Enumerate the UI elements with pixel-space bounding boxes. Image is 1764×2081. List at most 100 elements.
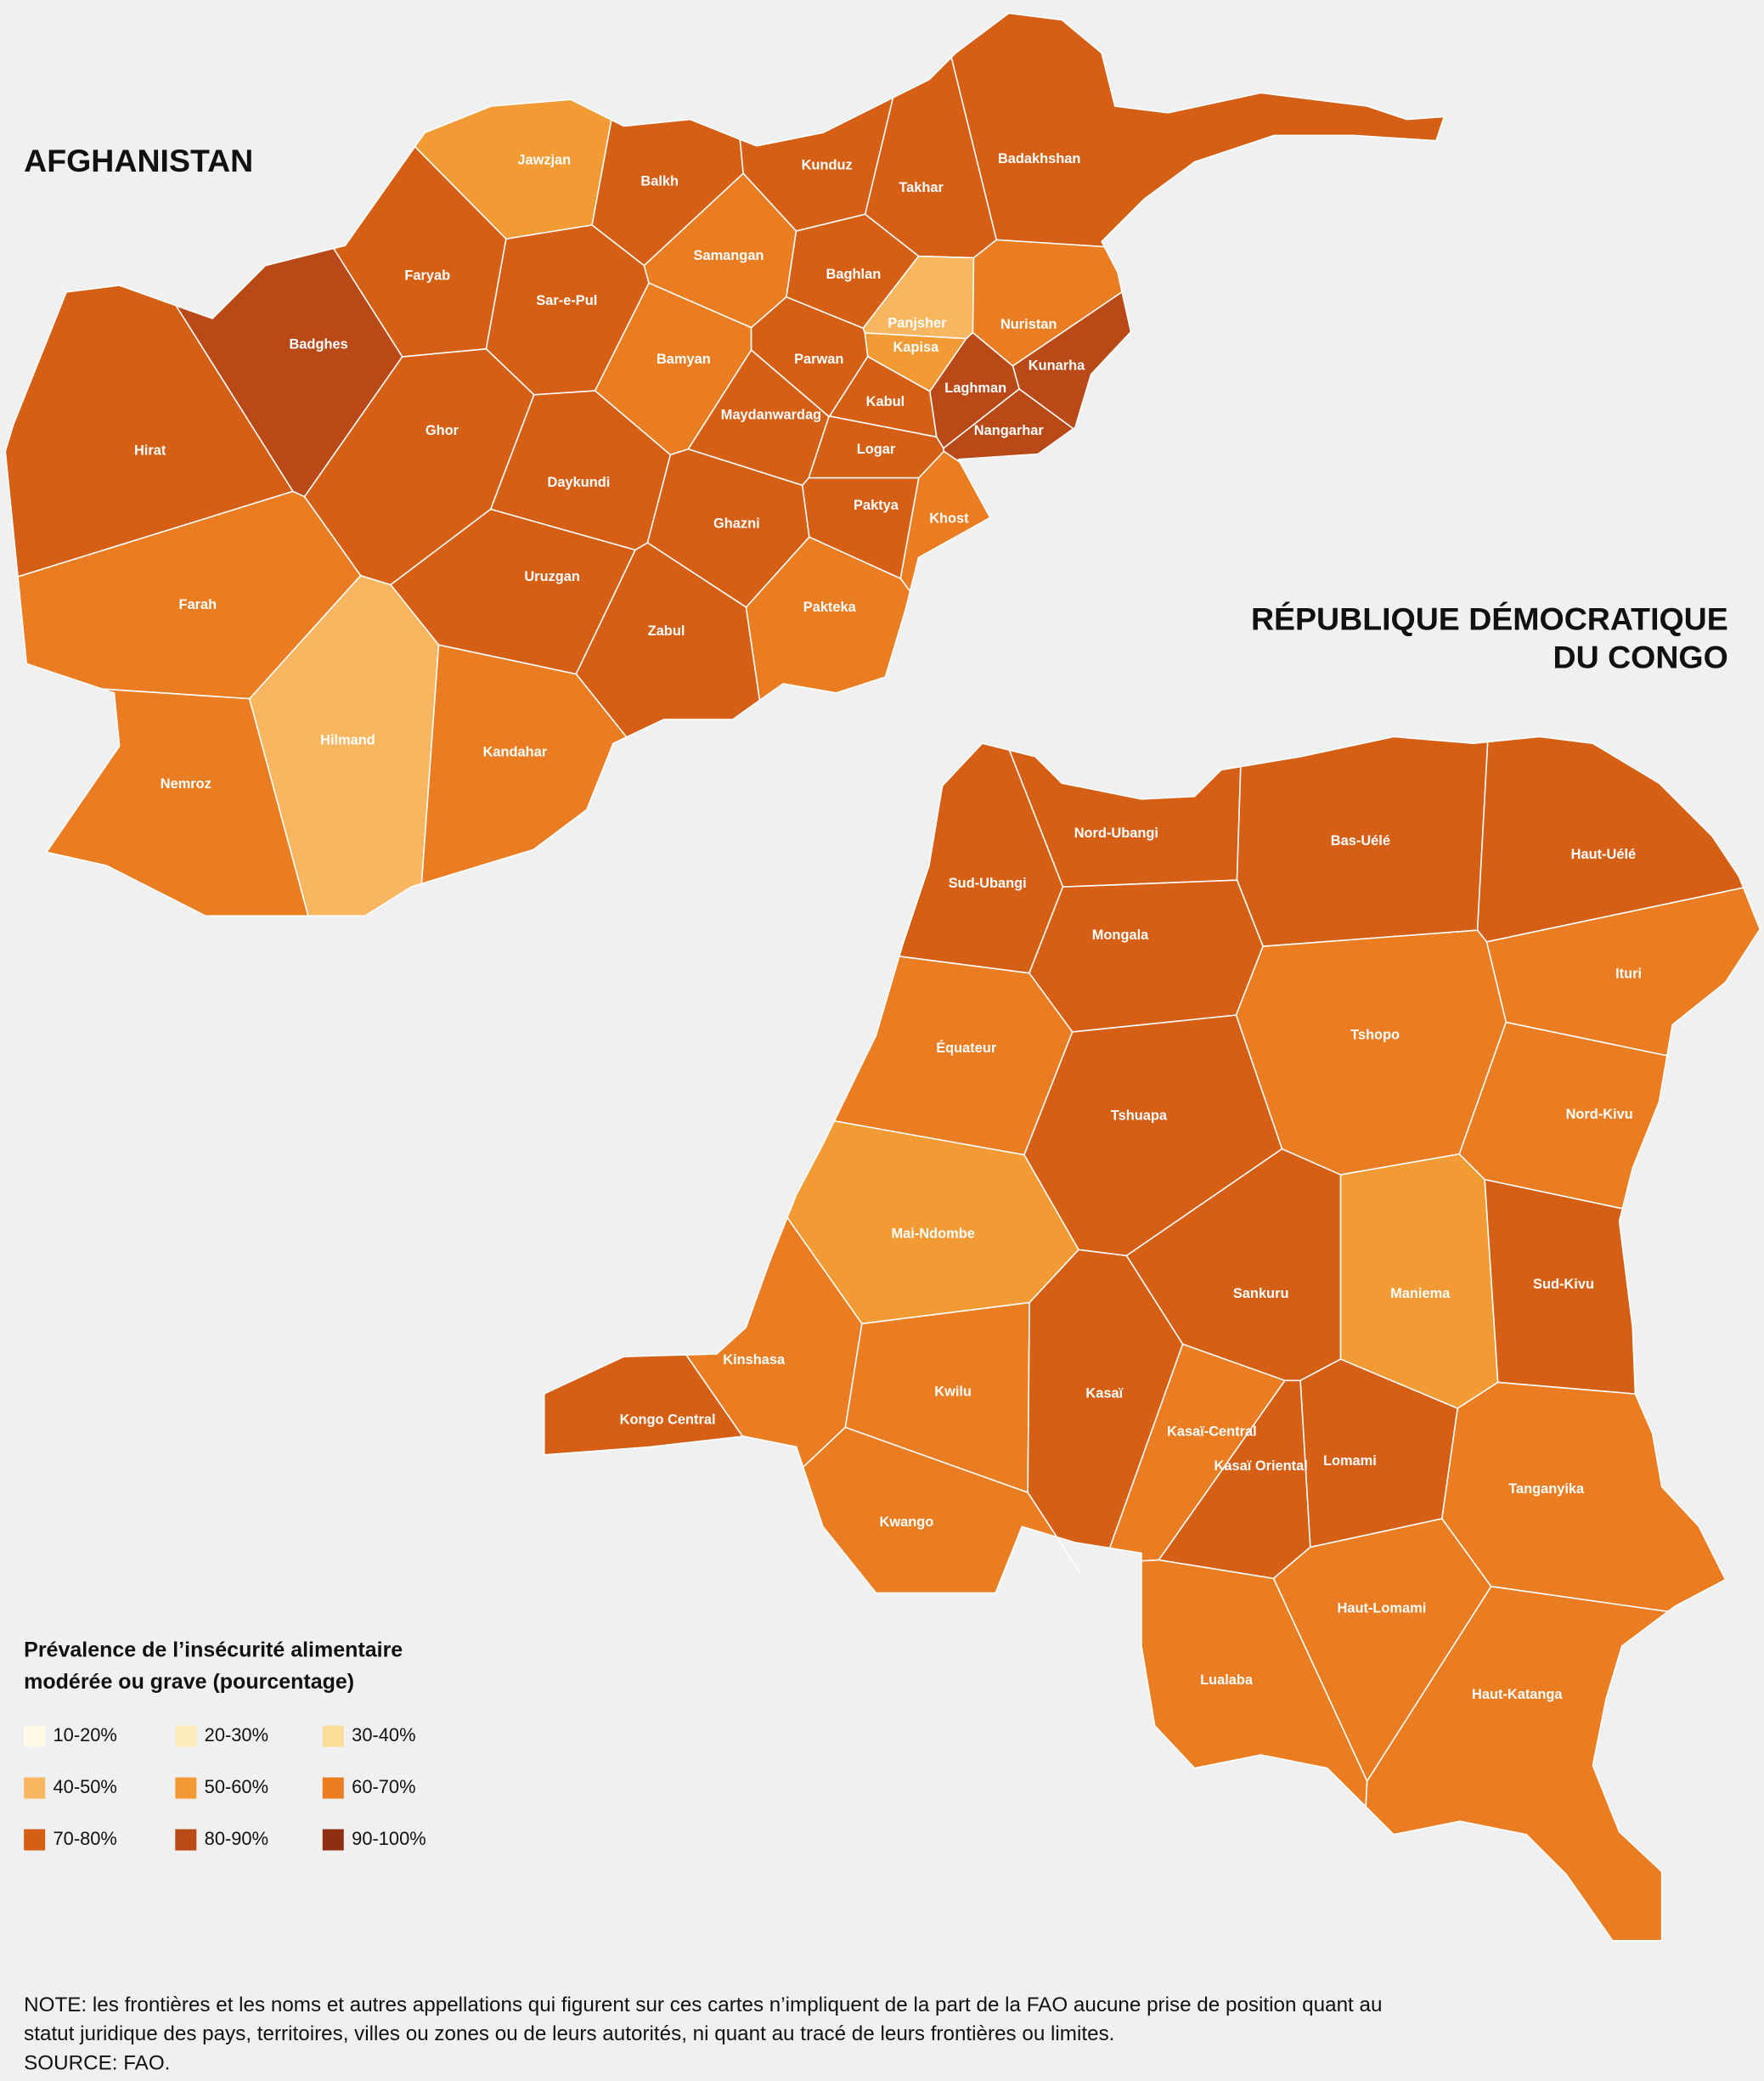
region-label: Baghlan [826,267,882,282]
region-label: Samangan [694,248,764,263]
region-label: Kasaï-Central [1167,1424,1257,1440]
note-line: NOTE: les frontières et les noms et autr… [24,1994,1382,2016]
region-label: Nord-Ubangi [1074,826,1158,841]
region-label: Kunarha [1029,358,1085,374]
legend-swatch [322,1777,344,1799]
legend-label: 10-20% [54,1724,117,1745]
region [45,688,309,917]
region-label: Badakhshan [998,151,1080,166]
region-label: Faryab [404,268,450,283]
region-label: Nord-Kivu [1566,1107,1633,1122]
region-label: Parwan [794,352,843,367]
region-label: Balkh [640,173,679,189]
legend-swatch [24,1725,46,1747]
region-label: Badghes [289,337,347,352]
region-label: Takhar [899,180,944,195]
region-label: Khost [929,510,969,526]
region-label: Tshopo [1350,1027,1400,1042]
region-label: Uruzgan [524,569,580,584]
region-label: Mongala [1092,928,1149,943]
region [543,1354,744,1456]
region-label: Équateur [936,1040,997,1056]
region-label: Hirat [134,443,166,459]
legend-label: 30-40% [352,1724,415,1745]
region-label: Maniema [1390,1286,1451,1301]
region-label: Kwango [880,1514,934,1530]
legend-swatch [322,1725,344,1747]
region-label: Tshuapa [1111,1108,1168,1124]
region [4,285,294,578]
region-label: Farah [179,597,217,612]
region [1365,1586,1669,1942]
region-label: Kasaï [1085,1385,1123,1401]
country-title: DU CONGO [1553,640,1728,675]
region-label: Nemroz [161,776,211,792]
legend-label: 90-100% [352,1828,426,1849]
region-label: Haut-Lomami [1338,1600,1427,1616]
region-label: Tanganyika [1508,1481,1585,1497]
region [249,574,440,917]
legend-swatch [24,1777,46,1799]
country-map: Nord-Ubangi Sud-Ubangi Bas-Uélé Haut-Uélé Mo… [543,736,1761,1942]
region-label: Kinshasa [723,1352,786,1368]
region-label: Kunduz [802,158,853,173]
legend-swatch [322,1829,344,1851]
region [802,1426,1081,1594]
region-label: Sankuru [1233,1286,1289,1301]
region-label: Jawzjan [517,152,571,167]
region-label: Kapisa [893,340,939,355]
legend-swatch [175,1725,197,1747]
region [950,12,1446,248]
region-label: Sud-Ubangi [949,876,1027,891]
region [1027,1249,1184,1549]
country-map: Jawzjan Balkh Kunduz Takhar Badakhshan Faryab… [4,12,1446,917]
region-label: Hilmand [320,732,375,747]
region-label: Lualaba [1200,1672,1254,1688]
region-label: Kasaï Oriental [1215,1458,1308,1474]
region-label: Kabul [866,394,905,409]
region [745,536,911,702]
legend-title: Prévalence de l’insécurité alimentaire [24,1638,403,1662]
note-line: SOURCE: FAO. [24,2052,170,2075]
legend-label: 50-60% [205,1776,268,1797]
region-label: Sar-e-Pul [536,293,597,308]
region-label: Ghor [426,423,459,438]
legend-title: modérée ou grave (pourcentage) [24,1670,354,1694]
legend-label: 60-70% [352,1776,415,1797]
legend-label: 40-50% [54,1776,117,1797]
region-label: Sud-Kivu [1533,1277,1594,1292]
region-label: Ituri [1615,966,1642,981]
region [1441,1381,1727,1613]
region-label: Haut-Katanga [1472,1687,1563,1702]
region-label: Ghazni [713,516,760,532]
region [1029,879,1264,1033]
region-label: Kandahar [483,744,548,759]
country-title: AFGHANISTAN [24,143,253,178]
region-label: Pakteka [803,600,857,615]
region-label: Kongo Central [620,1413,716,1428]
region-label: Bas-Uélé [1331,833,1390,849]
region-label: Panjsher [888,316,947,331]
legend-swatch [175,1829,197,1851]
region [420,644,628,885]
region-label: Bamyan [657,352,711,367]
region-label: Zabul [648,623,685,639]
region-label: Maydanwardag [721,407,821,422]
note-line: statut juridique des pays, territoires, … [24,2022,1114,2045]
region-label: Laghman [944,381,1006,396]
legend-label: 20-30% [205,1724,268,1745]
region-label: Logar [857,442,896,457]
legend-label: 70-80% [54,1828,117,1849]
country-title: RÉPUBLIQUE DÉMOCRATIQUE [1251,601,1728,636]
region [1141,1559,1368,1807]
legend-swatch [24,1829,46,1851]
legend-swatch [175,1777,197,1799]
region-label: Nuristan [1000,317,1057,332]
region-label: Daykundi [548,475,611,490]
region-label: Nangarhar [974,423,1045,438]
region-label: Lomami [1323,1453,1377,1469]
region-label: Haut-Uélé [1571,847,1637,862]
region-label: Kwilu [934,1385,972,1400]
